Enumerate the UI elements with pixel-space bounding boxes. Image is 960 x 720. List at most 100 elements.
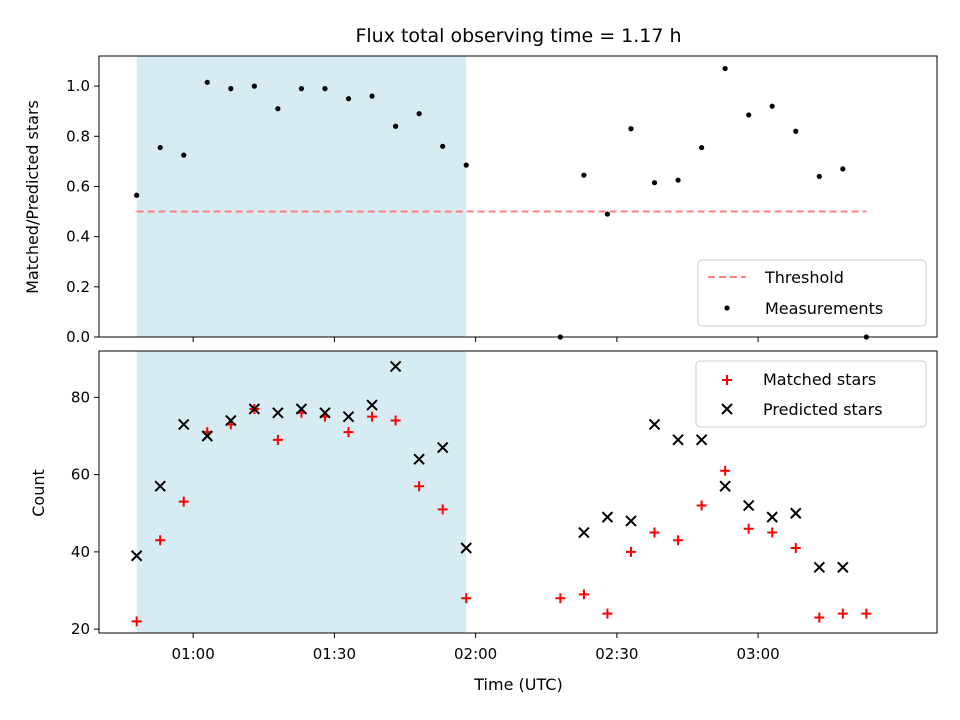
measurement-point [322,86,328,92]
measurement-point [769,103,775,109]
measurement-point [134,192,140,198]
predicted-star-point [790,507,802,519]
predicted-star-point [272,407,284,419]
top-y-tick-label: 0.2 [66,278,90,296]
top-y-tick-label: 0.4 [66,228,90,246]
matched-star-point [272,434,283,445]
measurement-point [628,126,634,132]
predicted-star-point [295,403,308,415]
matched-star-point [461,593,472,604]
measurement-point [204,79,210,85]
measurement-point [746,112,752,118]
ratio-panel: 0.0 0.2 0.4 0.6 0.8 1.0 Threshold Measurements [66,55,938,346]
predicted-star-point [319,407,331,419]
chart-title: Flux total observing time = 1.17 h [355,25,681,47]
predicted-star-point [672,434,684,446]
bottom-x-tick-label: 02:00 [454,645,497,663]
count-panel: 20 40 60 80 01:00 01:30 02:00 02:30 03:00 Matched… [71,350,938,663]
measurement-point [298,86,305,92]
legend-threshold-label: Threshold [764,268,844,287]
measurement-point [228,86,234,92]
matched-star-point [578,589,589,600]
matched-star-point [625,546,636,557]
matched-star-point [649,527,660,538]
predicted-star-point [813,561,826,574]
measurement-point [181,152,187,158]
measurement-point [392,123,399,129]
measurement-point [369,93,375,99]
top-axes-frame [98,55,938,338]
top-legend [697,259,927,327]
predicted-star-point [648,418,661,431]
predicted-star-point [366,399,378,411]
legend-matched-swatch [722,375,732,385]
predicted-star-point [601,511,614,523]
matched-star-point [155,535,166,546]
bottom-observing-span [136,351,467,633]
measurement-point [157,144,163,151]
predicted-star-point [130,550,143,562]
top-y-tick-label: 1.0 [66,77,90,95]
predicted-star-point [225,414,237,427]
measurement-point [793,128,799,134]
measurement-point [251,83,257,89]
predicted-star-point [695,434,708,446]
bottom-y-tick-label: 40 [71,543,90,561]
legend-measurements-label: Measurements [765,299,883,318]
predicted-star-point [342,410,355,423]
matched-star-point [837,608,848,619]
measurement-point [275,106,281,112]
measurement-point [699,144,705,151]
predicted-star-point [413,453,425,465]
predicted-star-point [837,561,849,574]
predicted-star-point [766,511,778,523]
top-observing-span [136,56,467,337]
predicted-star-point [625,515,637,527]
measurement-point [416,111,422,117]
measurement-point [722,65,728,72]
predicted-star-point [201,430,213,442]
measurement-point [651,180,658,186]
legend-matched-label: Matched stars [763,370,876,389]
matched-star-point [390,415,401,426]
predicted-star-point [742,499,755,512]
predicted-star-point [436,441,449,454]
measurement-point [840,166,846,172]
measurement-point [816,173,822,180]
matched-star-point [555,593,566,604]
matched-star-point [673,535,684,546]
bottom-y-tick-label: 60 [71,466,90,484]
measurement-point [440,143,446,149]
legend-measurements-swatch [724,305,730,311]
top-y-tick-label: 0.6 [66,177,90,195]
legend-predicted-swatch [721,403,733,415]
matched-star-point [414,481,425,492]
matched-star-point [178,496,189,507]
bottom-y-tick-label: 80 [71,388,90,406]
measurement-point [604,211,611,217]
bottom-y-tick-label: 20 [71,620,90,638]
legend-predicted-label: Predicted stars [763,400,883,419]
measurement-point [463,162,469,168]
measurement-point [675,177,681,183]
predicted-star-point [389,360,402,373]
bottom-x-tick-label: 01:30 [313,645,356,663]
matched-star-point [696,500,707,511]
bottom-axes-frame [98,350,938,634]
matched-star-point [790,543,801,554]
matched-star-point [343,427,354,438]
predicted-star-point [460,542,472,554]
matched-star-point [861,608,872,619]
matched-star-point [720,465,731,476]
predicted-star-point [178,418,190,431]
bottom-x-tick-label: 02:30 [595,645,638,663]
matched-star-point [814,612,825,623]
top-y-axis-label: Matched/Predicted stars [23,100,42,294]
predicted-star-point [578,526,590,539]
predicted-star-point [719,480,731,492]
measurement-point [581,172,587,178]
matched-star-point [131,616,142,627]
predicted-star-point [154,480,166,492]
matched-star-point [367,411,378,422]
